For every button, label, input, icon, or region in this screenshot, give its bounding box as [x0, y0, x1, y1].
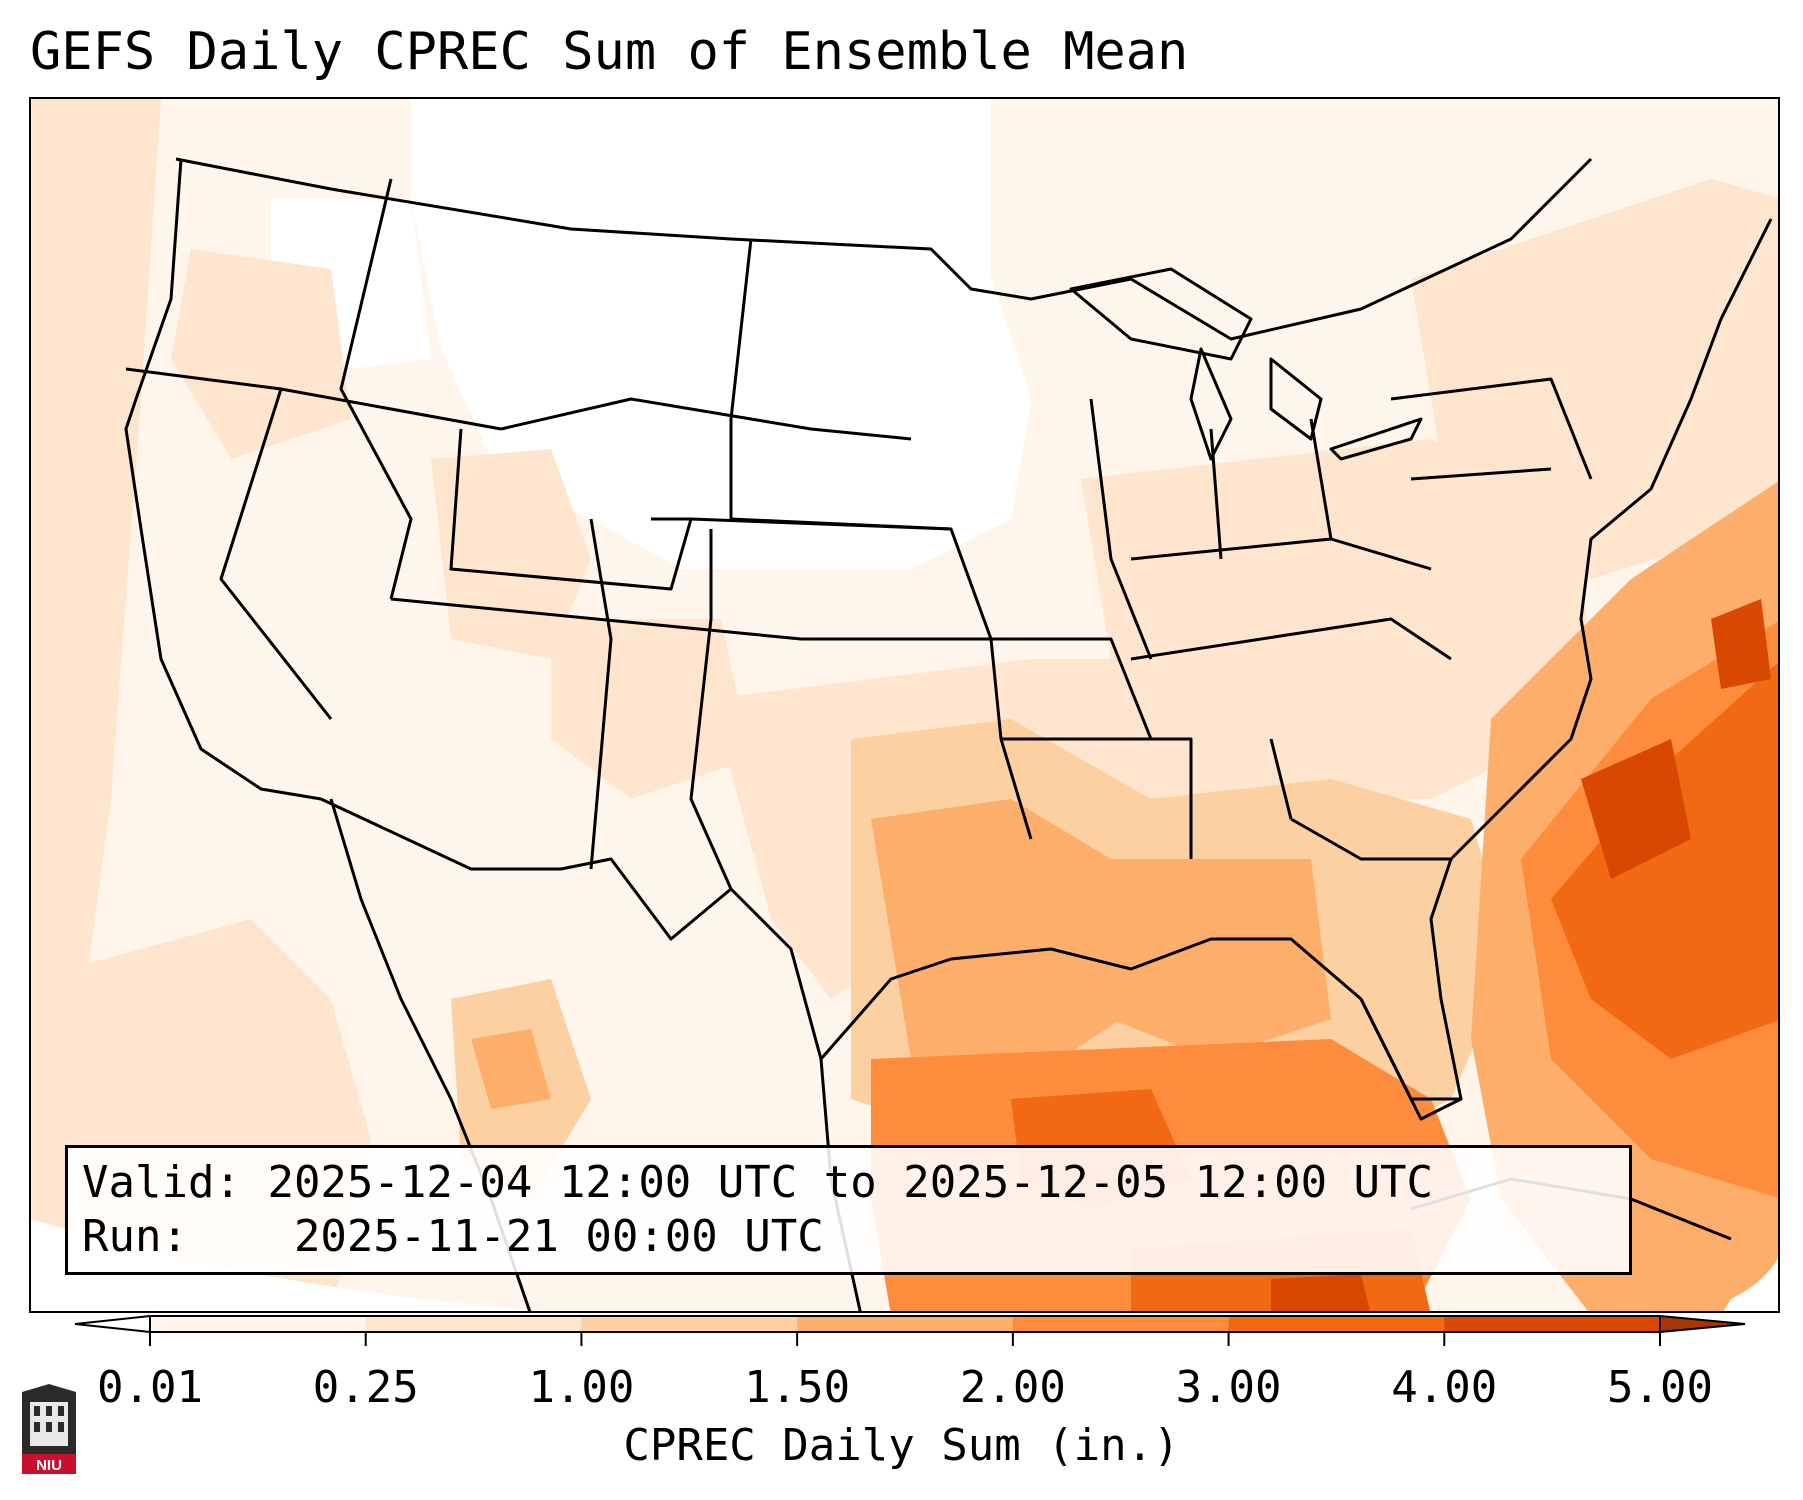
precip-deep-south: [1111, 859, 1331, 1059]
chart-title: GEFS Daily CPREC Sum of Ensemble Mean: [30, 22, 1189, 82]
valid-label: Valid:: [82, 1157, 241, 1208]
state-line-indiana: [1209, 428, 1223, 560]
state-line-id-mt: [339, 178, 413, 600]
state-line-ga-fl: [1290, 817, 1451, 861]
precip-northeast: [1411, 179, 1778, 579]
colorbar-under-arrow: [74, 1314, 151, 1334]
precip-caribbean-core: [1271, 1274, 1371, 1311]
colorbar-cell: [581, 1316, 798, 1332]
state-line-ms-al: [1001, 737, 1193, 859]
precip-lower-mississippi: [871, 799, 1151, 1079]
colorbar-tick-marks: [149, 1332, 1661, 1346]
colorbar-over-arrow: [1659, 1314, 1746, 1334]
state-line-al-ga: [1269, 738, 1293, 820]
colorbar-label: CPREC Daily Sum (in.): [623, 1420, 1180, 1471]
state-line-36n: [390, 597, 911, 641]
state-line-mo-ar: [911, 637, 1153, 740]
us-mexico-border: [320, 797, 823, 1060]
precip-atlantic-inner: [1551, 662, 1778, 1059]
state-line-pa-md: [1410, 467, 1552, 481]
colorbar-cell: [797, 1316, 1014, 1332]
colorbar-outline: [149, 1315, 1661, 1333]
lake-erie: [1329, 417, 1423, 461]
state-line-ohio: [1309, 418, 1333, 540]
precipitation-map: [29, 97, 1780, 1313]
colorbar-tick-label: 5.00: [1607, 1362, 1713, 1413]
colorbar-tick-label: 2.00: [959, 1362, 1066, 1413]
logo-text: NIU: [36, 1457, 62, 1474]
state-line-wy: [449, 428, 693, 591]
projection-edge-right: [1723, 1257, 1778, 1311]
run-row: Run: 2025-11-21 00:00 UTC: [82, 1210, 1629, 1264]
lake-michigan: [1189, 347, 1233, 461]
pacific-coast: [124, 158, 322, 801]
boundaries: [124, 157, 1773, 1311]
valid-value: 2025-12-04 12:00 UTC to 2025-12-05 12:00…: [267, 1157, 1434, 1208]
atlantic-coast: [1449, 218, 1773, 861]
precip-atlantic-core-2: [1711, 599, 1771, 689]
colorbar-tick-label: 1.50: [744, 1362, 851, 1413]
colorbar-cell: [1012, 1316, 1230, 1332]
gulf-coast: [819, 858, 1463, 1101]
state-line-mt-sd: [500, 397, 912, 441]
lake-huron: [1269, 357, 1323, 441]
colorbar-tick-label: 0.25: [312, 1362, 419, 1413]
state-line-illinois: [1089, 398, 1153, 660]
colorbar-cell: [365, 1316, 582, 1332]
validity-info-box: Valid: 2025-12-04 12:00 UTC to 2025-12-0…: [65, 1145, 1632, 1275]
us-canada-border: [175, 157, 1593, 341]
valid-row: Valid: 2025-12-04 12:00 UTC to 2025-12-0…: [82, 1156, 1629, 1210]
colorbar-tick-label: 1.00: [528, 1362, 635, 1413]
state-line-ks-ok: [689, 529, 733, 890]
state-line-co-nm: [589, 518, 613, 870]
colorbar-tick-label: 0.01: [97, 1362, 203, 1413]
niu-logo: NIU: [22, 1384, 76, 1474]
colorbar-cell: [1444, 1316, 1661, 1332]
run-label: Run:: [82, 1211, 188, 1262]
colorbar-cells: [74, 1314, 1746, 1334]
precip-ohio-valley: [1081, 439, 1591, 799]
colorbar: [74, 1314, 1746, 1346]
florida-peninsula: [1359, 998, 1462, 1121]
precip-northern-plains-dry: [411, 99, 1031, 569]
precip-pacific-west: [31, 99, 161, 1199]
projection-edge-left: [31, 1219, 546, 1311]
run-value: 2025-11-21 00:00 UTC: [293, 1211, 824, 1262]
state-line-tn-nc: [1130, 617, 1452, 661]
precip-mexico-core: [471, 1029, 551, 1109]
colorbar-tick-label: 4.00: [1391, 1362, 1498, 1413]
map-svg: [31, 99, 1778, 1311]
colorbar-cell: [1228, 1316, 1445, 1332]
state-line-nv: [219, 388, 333, 720]
lake-superior: [1069, 267, 1253, 361]
precip-atlantic-core-1: [1581, 739, 1691, 879]
state-line-ne-ks: [690, 517, 952, 531]
precip-pacific-nw-patch: [171, 249, 351, 459]
colorbar-tick-label: 3.00: [1175, 1362, 1282, 1413]
colorbar-cell: [150, 1316, 367, 1332]
state-line-pa-ny: [1390, 377, 1593, 480]
